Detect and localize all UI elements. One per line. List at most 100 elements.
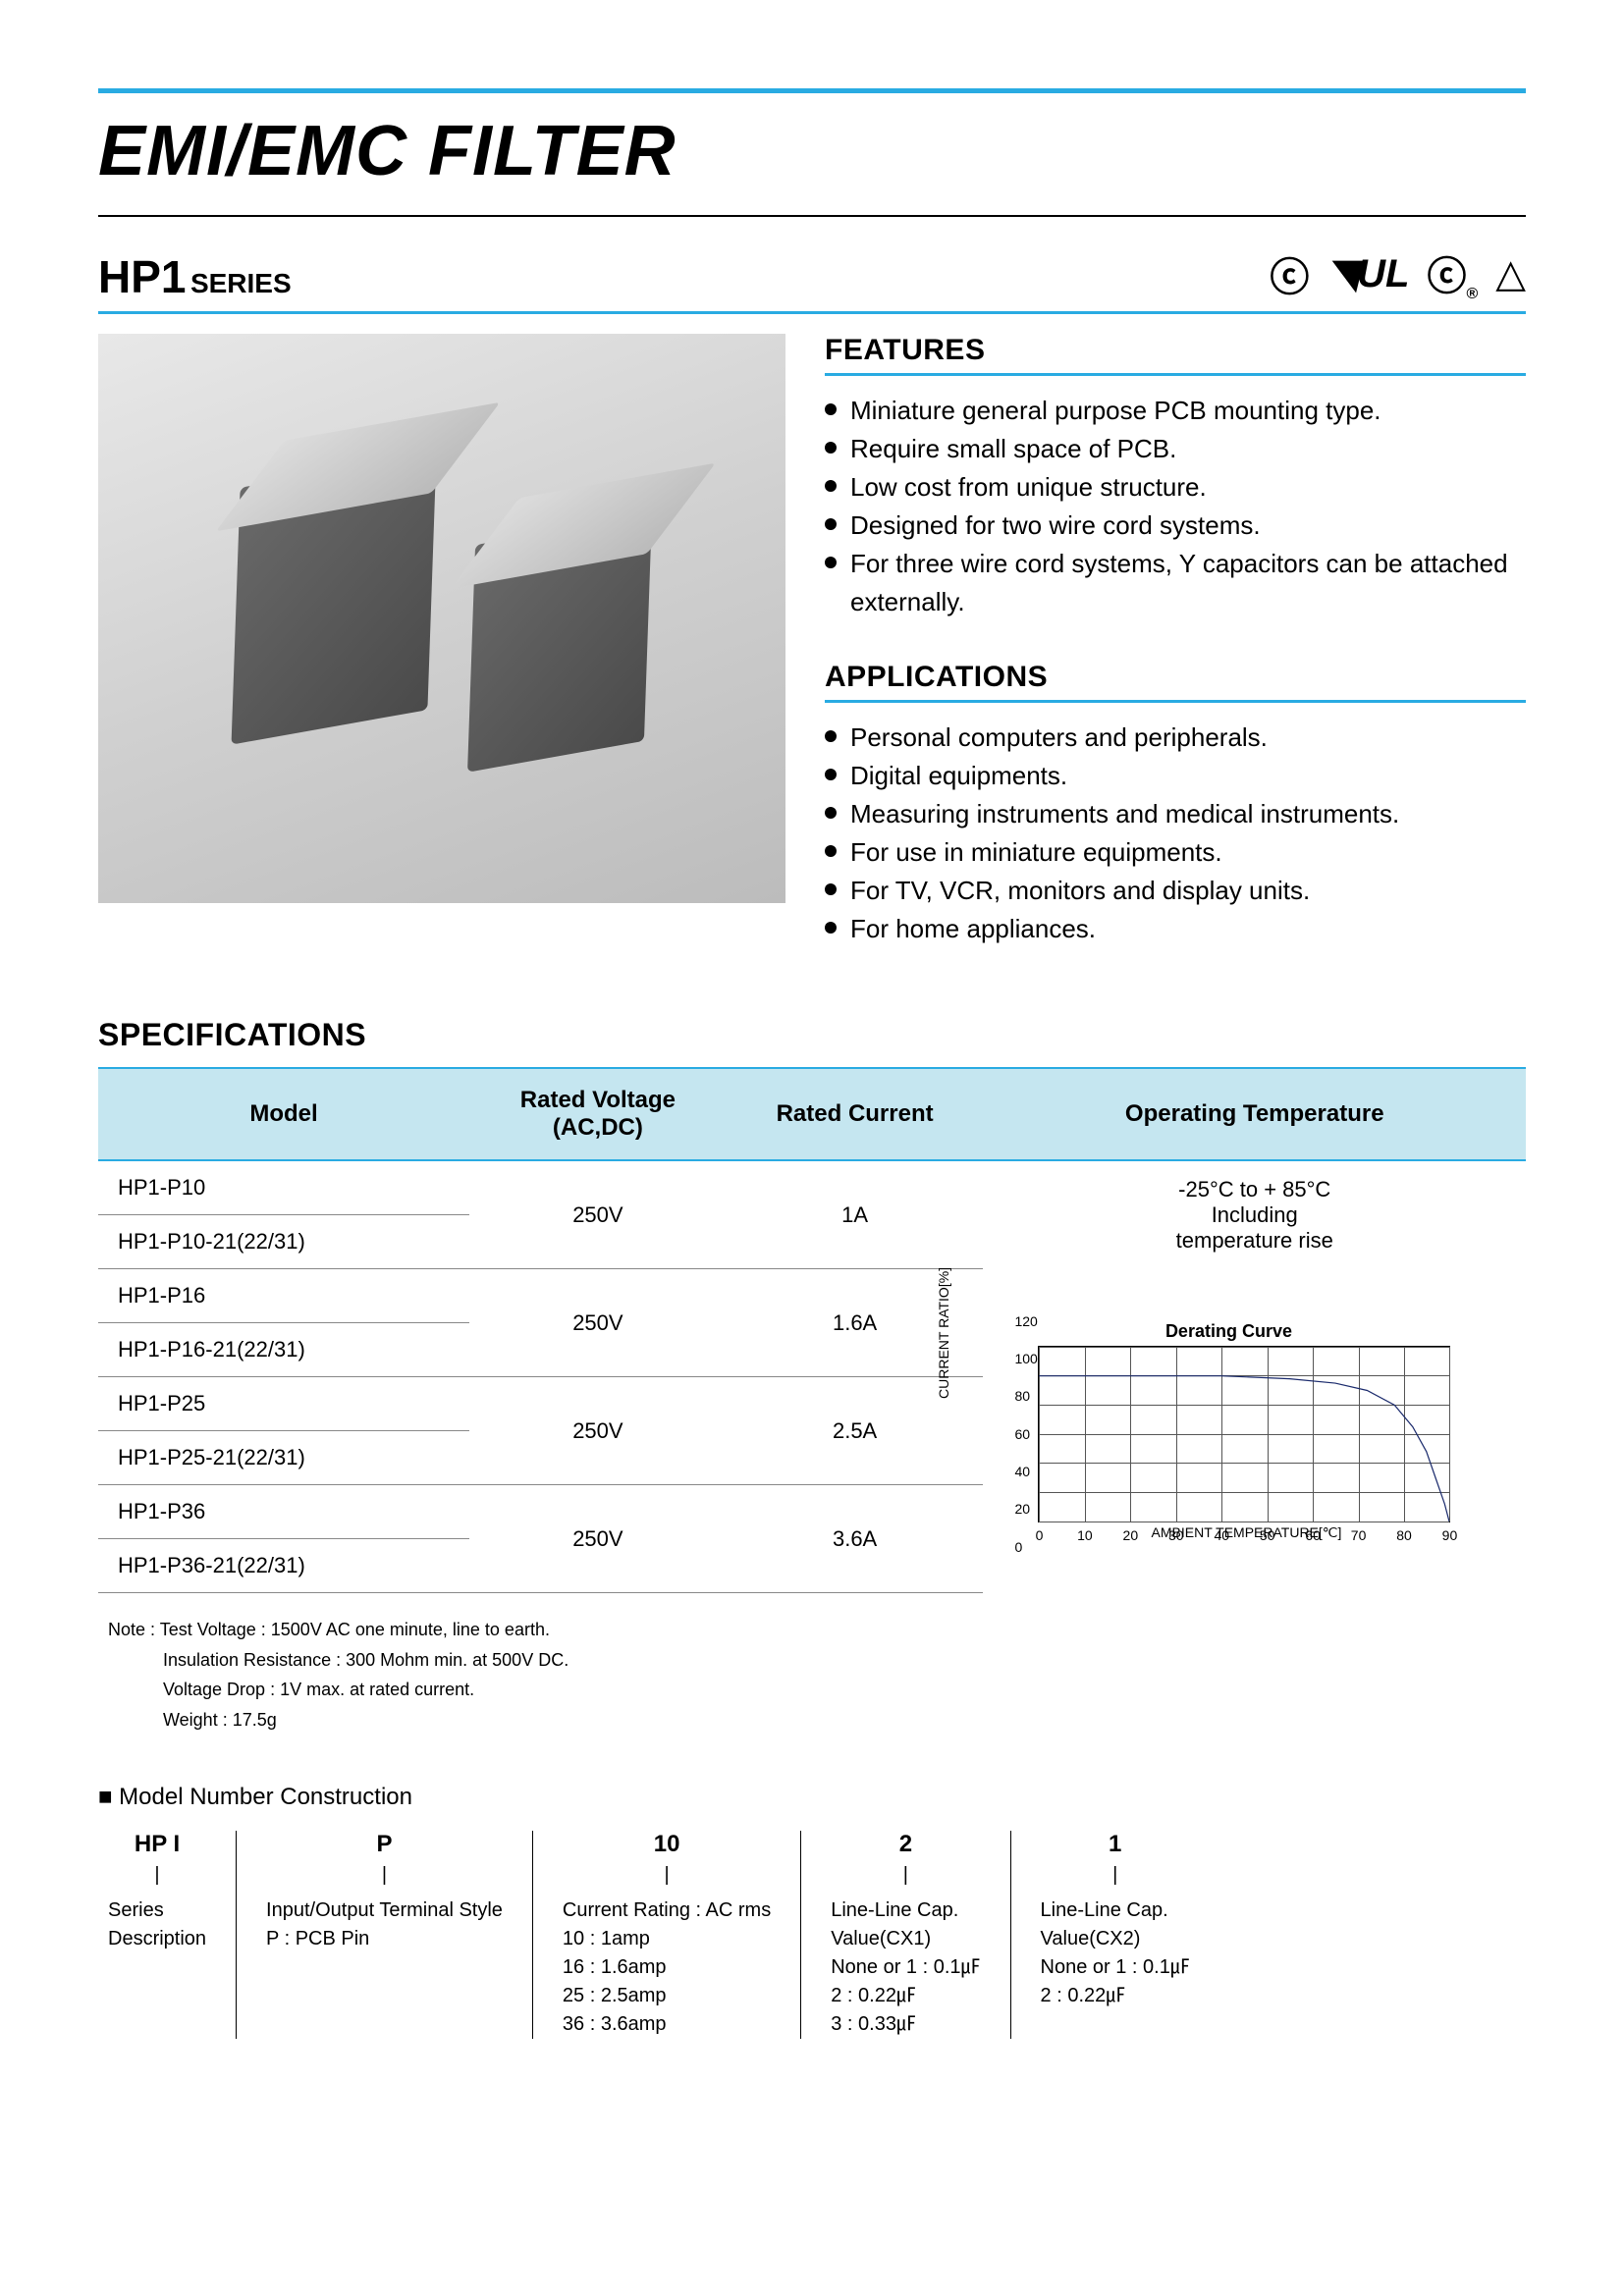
mnc-heading: Model Number Construction (98, 1784, 1526, 1811)
col-model: Model (98, 1068, 469, 1160)
mnc-tick: | (831, 1864, 980, 1887)
mnc-tick: | (1041, 1864, 1190, 1887)
mnc-column: P | Input/Output Terminal Style P : PCB Pi… (236, 1831, 532, 2039)
x-tick: 40 (1214, 1527, 1229, 1543)
y-tick: 20 (1014, 1501, 1030, 1517)
voltage-cell: 250V (469, 1485, 727, 1593)
y-tick: 100 (1014, 1351, 1037, 1366)
list-item: For use in miniature equipments. (825, 833, 1526, 872)
mnc-tick: | (266, 1864, 503, 1887)
applications-list: Personal computers and peripherals.Digit… (825, 719, 1526, 948)
note-line: Voltage Drop : 1V max. at rated current. (108, 1675, 1526, 1705)
list-item: For three wire cord systems, Y capacitor… (825, 545, 1526, 621)
x-tick: 60 (1305, 1527, 1321, 1543)
y-axis-label: CURRENT RATIO[%] (936, 1266, 951, 1398)
y-tick: 60 (1014, 1426, 1030, 1442)
mnc-head: 2 (831, 1831, 980, 1858)
x-tick: 20 (1123, 1527, 1139, 1543)
features-heading: FEATURES (825, 334, 1526, 376)
col-current: Rated Current (727, 1068, 984, 1160)
note-line: Weight : 17.5g (108, 1705, 1526, 1735)
mnc-body: Input/Output Terminal Style P : PCB Pin (266, 1896, 503, 1953)
y-tick: 0 (1014, 1539, 1022, 1555)
voltage-cell: 250V (469, 1269, 727, 1377)
list-item: Designed for two wire cord systems. (825, 507, 1526, 545)
mnc-head: 1 (1041, 1831, 1190, 1858)
mnc-column: 2 | Line-Line Cap. Value(CX1) None or 1 : … (800, 1831, 1009, 2039)
table-row: HP1-P16250V1.6ADerating Curve02040608010… (98, 1269, 1526, 1323)
divider (98, 215, 1526, 217)
model-cell: HP1-P16 (98, 1269, 469, 1323)
voltage-cell: 250V (469, 1377, 727, 1485)
series-title: HP1 SERIES (98, 250, 292, 303)
temp-text-cell: -25°C to + 85°C Including temperature ri… (983, 1160, 1526, 1269)
applications-heading: APPLICATIONS (825, 661, 1526, 703)
y-tick: 120 (1014, 1313, 1037, 1329)
x-tick: 70 (1351, 1527, 1367, 1543)
csa-icon: ⓒ® (1427, 244, 1478, 303)
current-cell: 1A (727, 1160, 984, 1269)
mnc-column: 1 | Line-Line Cap. Value(CX2) None or 1 : … (1010, 1831, 1219, 2039)
model-cell: HP1-P10 (98, 1160, 469, 1215)
model-cell: HP1-P25 (98, 1377, 469, 1431)
x-tick: 90 (1442, 1527, 1458, 1543)
y-tick: 40 (1014, 1464, 1030, 1479)
list-item: Miniature general purpose PCB mounting t… (825, 392, 1526, 430)
right-column: FEATURES Miniature general purpose PCB m… (825, 334, 1526, 988)
product-photo (98, 334, 785, 903)
note-line: Note : Test Voltage : 1500V AC one minut… (108, 1615, 1526, 1645)
mnc-body: Current Rating : AC rms 10 : 1amp 16 : 1… (563, 1896, 771, 2039)
x-axis-label: AMBIENT TEMPERATURE[℃] (1038, 1524, 1454, 1541)
list-item: Require small space of PCB. (825, 430, 1526, 468)
series-header: HP1 SERIES ⓒ ◥UL ⓒ® △ (98, 244, 1526, 314)
col-voltage: Rated Voltage (AC,DC) (469, 1068, 727, 1160)
model-cell: HP1-P16-21(22/31) (98, 1323, 469, 1377)
table-row: HP1-P10250V1A-25°C to + 85°C Including t… (98, 1160, 1526, 1215)
spec-notes: Note : Test Voltage : 1500V AC one minut… (98, 1615, 1526, 1735)
derating-chart: Derating Curve02040608010012001020304050… (1002, 1321, 1454, 1547)
list-item: Personal computers and peripherals. (825, 719, 1526, 757)
hero-row: FEATURES Miniature general purpose PCB m… (98, 334, 1526, 988)
page-title: EMI/EMC FILTER (98, 111, 1526, 191)
top-rule (98, 88, 1526, 93)
mnc-head: HP I (108, 1831, 206, 1858)
list-item: Digital equipments. (825, 757, 1526, 795)
series-suffix: SERIES (190, 268, 292, 298)
model-cell: HP1-P10-21(22/31) (98, 1215, 469, 1269)
model-cell: HP1-P36 (98, 1485, 469, 1539)
note-line: Insulation Resistance : 300 Mohm min. at… (108, 1645, 1526, 1676)
col-temp: Operating Temperature (983, 1068, 1526, 1160)
current-cell: 3.6A (727, 1485, 984, 1593)
x-tick: 50 (1260, 1527, 1275, 1543)
derating-chart-cell: Derating Curve 0 20 40 60 80 100 120 0 10 20 30 40 50… (983, 1269, 1526, 1593)
model-cell: HP1-P36-21(22/31) (98, 1539, 469, 1593)
mnc-tick: | (108, 1864, 206, 1887)
features-list: Miniature general purpose PCB mounting t… (825, 392, 1526, 621)
mnc-column: HP I | Series Description (98, 1831, 236, 2039)
spec-header-row: Model Rated Voltage (AC,DC) Rated Curren… (98, 1068, 1526, 1160)
triangle-icon: △ (1495, 251, 1526, 296)
certification-icons: ⓒ ◥UL ⓒ® △ (1270, 244, 1526, 303)
mnc-tick: | (563, 1864, 771, 1887)
x-tick: 10 (1077, 1527, 1093, 1543)
mnc-row: HP I | Series Description P | Input/Output Te… (98, 1831, 1526, 2039)
mnc-column: 10 | Current Rating : AC rms 10 : 1amp 16 … (532, 1831, 800, 2039)
kc-icon: ⓒ (1270, 245, 1309, 302)
chart-title: Derating Curve (1002, 1321, 1454, 1342)
x-tick: 0 (1036, 1527, 1044, 1543)
x-tick: 30 (1168, 1527, 1184, 1543)
mnc-body: Line-Line Cap. Value(CX1) None or 1 : 0.… (831, 1896, 980, 2039)
series-name: HP1 (98, 251, 186, 302)
mnc-head: 10 (563, 1831, 771, 1858)
spec-table: Model Rated Voltage (AC,DC) Rated Curren… (98, 1067, 1526, 1593)
y-tick: 80 (1014, 1388, 1030, 1404)
specifications-heading: SPECIFICATIONS (98, 1017, 1526, 1053)
list-item: Measuring instruments and medical instru… (825, 795, 1526, 833)
mnc-body: Series Description (108, 1896, 206, 1953)
filter-box-1 (232, 453, 437, 744)
list-item: For home appliances. (825, 910, 1526, 948)
mnc-head: P (266, 1831, 503, 1858)
ul-icon: ◥UL (1326, 251, 1409, 296)
voltage-cell: 250V (469, 1160, 727, 1269)
mnc-body: Line-Line Cap. Value(CX2) None or 1 : 0.… (1041, 1896, 1190, 2010)
